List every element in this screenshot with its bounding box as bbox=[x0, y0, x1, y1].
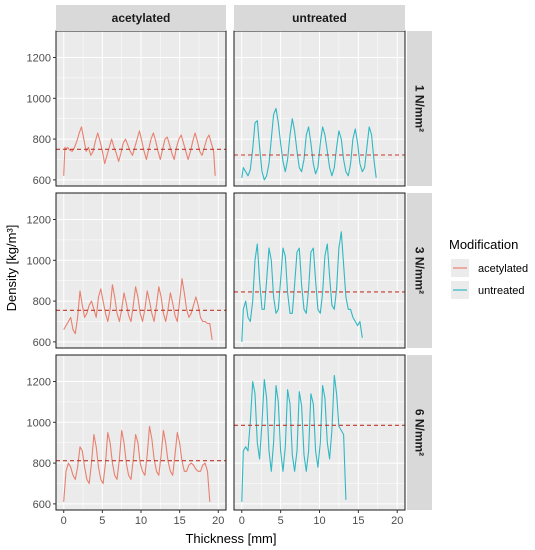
panel-untreated-6-n-mm bbox=[233, 354, 406, 511]
x-tick-label: 0 bbox=[239, 515, 245, 527]
density-line-untreated-1-n-mm bbox=[241, 107, 377, 181]
row-strip-3-n-mm bbox=[407, 193, 432, 348]
axis-ticks: 6008001000120060080010001200600800100012… bbox=[27, 53, 404, 527]
y-tick-label: 1200 bbox=[27, 215, 51, 227]
y-tick-label: 1200 bbox=[27, 53, 51, 65]
x-axis-title: Thickness [mm] bbox=[185, 531, 276, 546]
facet-strips: acetylated untreated 1 N/mm² 3 N/mm² 6 N/mm² bbox=[56, 5, 432, 510]
y-tick-label: 1000 bbox=[27, 417, 51, 429]
x-tick-label: 15 bbox=[174, 515, 186, 527]
y-tick-label: 600 bbox=[33, 499, 51, 511]
panel-border-acetylated-3-n-mm bbox=[55, 192, 227, 349]
col-strip-acetylated bbox=[56, 5, 226, 31]
density-line-acetylated-1-n-mm bbox=[63, 126, 216, 176]
col-strip-untreated bbox=[234, 5, 405, 31]
density-line-acetylated-3-n-mm bbox=[63, 278, 213, 340]
density-line-acetylated-6-n-mm bbox=[63, 425, 211, 502]
x-tick-label: 0 bbox=[61, 515, 67, 527]
legend-label-acetylated: acetylated bbox=[478, 263, 528, 275]
row-strip-label-3-n-mm: 3 N/mm² bbox=[413, 247, 427, 294]
y-tick-label: 800 bbox=[33, 458, 51, 470]
y-axis-title: Density [kg/m³] bbox=[4, 225, 19, 312]
row-strip-1-n-mm bbox=[407, 31, 432, 186]
panel-untreated-3-n-mm bbox=[233, 192, 406, 349]
y-tick-label: 1200 bbox=[27, 377, 51, 389]
col-strip-label-acetylated: acetylated bbox=[112, 11, 171, 25]
x-tick-label: 10 bbox=[135, 515, 147, 527]
y-tick-label: 600 bbox=[33, 337, 51, 349]
col-strip-label-untreated: untreated bbox=[292, 11, 347, 25]
row-strip-label-6-n-mm: 6 N/mm² bbox=[413, 409, 427, 456]
y-tick-label: 800 bbox=[33, 134, 51, 146]
y-tick-label: 1000 bbox=[27, 93, 51, 105]
legend: Modification acetylated untreated bbox=[449, 237, 528, 299]
panel-border-untreated-3-n-mm bbox=[233, 192, 406, 349]
x-tick-label: 5 bbox=[99, 515, 105, 527]
density-line-untreated-3-n-mm bbox=[241, 231, 363, 342]
x-tick-label: 5 bbox=[278, 515, 284, 527]
x-tick-label: 20 bbox=[212, 515, 224, 527]
panels-layer bbox=[55, 30, 406, 511]
x-tick-label: 10 bbox=[313, 515, 325, 527]
row-strip-6-n-mm bbox=[407, 355, 432, 510]
panel-acetylated-3-n-mm bbox=[55, 192, 227, 349]
y-tick-label: 1000 bbox=[27, 255, 51, 267]
density-line-untreated-6-n-mm bbox=[241, 374, 347, 502]
y-tick-label: 800 bbox=[33, 296, 51, 308]
legend-label-untreated: untreated bbox=[478, 285, 524, 297]
panel-untreated-1-n-mm bbox=[233, 30, 406, 187]
row-strip-label-1-n-mm: 1 N/mm² bbox=[413, 85, 427, 132]
x-tick-label: 15 bbox=[352, 515, 364, 527]
panel-acetylated-6-n-mm bbox=[55, 354, 227, 511]
y-tick-label: 600 bbox=[33, 175, 51, 187]
panel-acetylated-1-n-mm bbox=[55, 30, 227, 187]
legend-title: Modification bbox=[449, 237, 518, 252]
x-tick-label: 20 bbox=[391, 515, 403, 527]
